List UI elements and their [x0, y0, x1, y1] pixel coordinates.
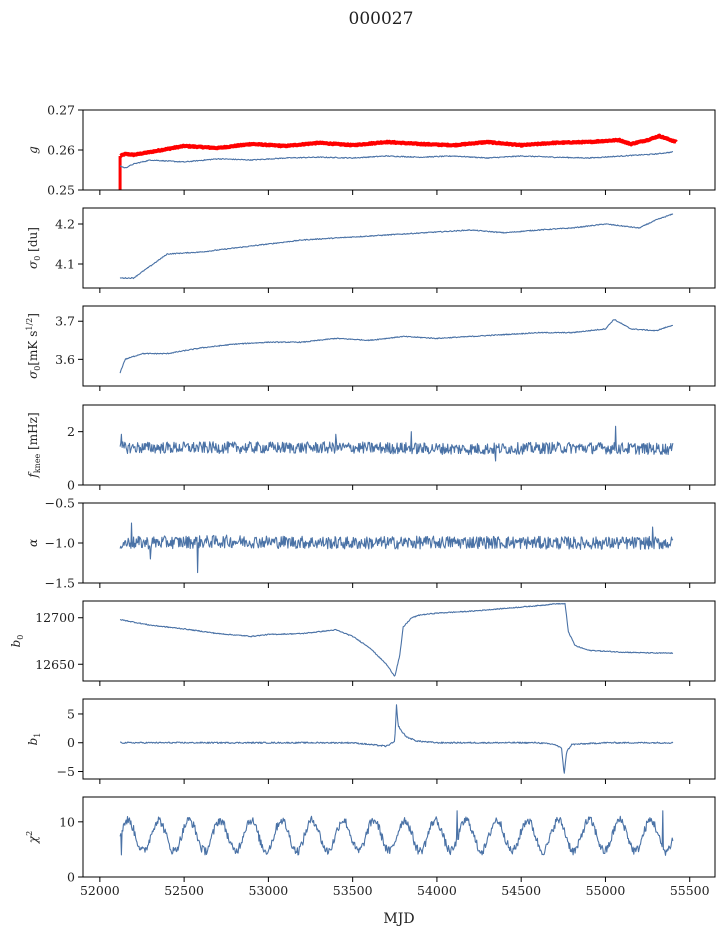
panel-7-plot-area	[119, 810, 674, 856]
panel-1-ylabel: σ0 [du]	[26, 227, 42, 269]
panel-7-ytick-label-0: 0	[67, 870, 75, 885]
panel-2-frame	[82, 305, 716, 387]
panel-1-ytick-label-1: 4.2	[55, 217, 75, 232]
panel-7-frame	[82, 796, 716, 878]
panel-3: 0 2 fknee [mHz]	[26, 404, 716, 493]
panel-5-ytick-label-0: 12650	[35, 657, 75, 672]
panel-3-frame	[82, 404, 716, 486]
panel-2-ylabel: σ0[mK s1/2]	[25, 313, 42, 379]
panel-5: 12650 12700 b0	[9, 600, 716, 686]
panel-6-plot-area	[120, 704, 674, 774]
panels: 0.25 0.26 0.27 g 4.1 4.2 σ0 [du] 3.6 3.7 σ0[mK s1…	[9, 103, 716, 898]
panel-3-ytick-label-1: 2	[67, 424, 75, 439]
panel-5-ytick-label-1: 12700	[35, 610, 75, 625]
panel-4-ytick-label-0: −1.5	[45, 576, 75, 591]
panel-5-ylabel: b0	[9, 635, 25, 648]
panel-5-series-0	[119, 602, 674, 677]
xtick-label-1: 52500	[164, 883, 204, 898]
xtick-label-5: 54500	[501, 883, 541, 898]
panel-6-ylabel: b1	[26, 733, 42, 746]
panel-5-plot-area	[119, 602, 674, 677]
panel-1-frame	[82, 207, 716, 289]
panel-0: 0.25 0.26 0.27 g	[26, 103, 716, 198]
xtick-label-3: 53500	[333, 883, 373, 898]
panel-3-series-0	[119, 425, 674, 462]
panel-3-ytick-label-0: 0	[67, 478, 75, 493]
x-axis-label: MJD	[383, 911, 414, 927]
panel-4: −1.5 −1.0 −0.5 α	[26, 496, 716, 591]
panel-6-ytick-label-0: −5	[57, 764, 75, 779]
panel-6-frame	[82, 698, 716, 780]
panel-1-ytick-label-0: 4.1	[55, 257, 75, 272]
panel-0-ytick-label-2: 0.27	[47, 103, 75, 118]
panel-3-plot-area	[119, 425, 674, 462]
panel-6-ytick-label-1: 0	[67, 735, 75, 750]
panel-6-series-0	[120, 704, 674, 774]
panel-0-ylabel: g	[26, 146, 40, 154]
panel-7-series-0	[119, 810, 674, 856]
panel-1-plot-area	[119, 213, 674, 280]
panel-2-series-0	[119, 319, 673, 374]
xtick-label-4: 54000	[417, 883, 457, 898]
panel-1: 4.1 4.2 σ0 [du]	[26, 207, 716, 293]
panel-0-plot-area	[118, 133, 678, 190]
panel-4-ylabel: α	[26, 539, 40, 547]
xtick-label-2: 53000	[249, 883, 289, 898]
panel-1-series-0	[119, 213, 674, 280]
panel-6: −5 0 5 b1	[26, 698, 716, 784]
panel-2-ytick-label-1: 3.7	[55, 314, 75, 329]
panel-5-frame	[82, 600, 716, 682]
panel-0-ytick-label-0: 0.25	[47, 183, 75, 198]
panel-4-ytick-label-1: −1.0	[45, 536, 75, 551]
panel-0-ytick-label-1: 0.26	[47, 143, 75, 158]
xtick-label-7: 55500	[670, 883, 710, 898]
panel-4-series-0	[119, 522, 674, 574]
figure-title: 000027	[349, 9, 414, 29]
panel-7-ylabel: χ2	[25, 831, 40, 844]
panel-6-ytick-label-2: 5	[67, 706, 75, 721]
panel-0-frame	[82, 109, 716, 191]
panel-0-series-1	[119, 151, 673, 169]
xtick-label-6: 55000	[586, 883, 626, 898]
panel-2-ytick-label-0: 3.6	[55, 352, 75, 367]
panel-4-ytick-label-2: −0.5	[45, 496, 75, 511]
xtick-label-0: 52000	[80, 883, 120, 898]
panel-0-series-0	[118, 133, 678, 158]
panel-7-ytick-label-1: 10	[59, 814, 75, 829]
panel-2: 3.6 3.7 σ0[mK s1/2]	[25, 305, 716, 391]
panel-3-ylabel: fknee [mHz]	[26, 412, 42, 478]
panel-7: 0 10 52000 52500 53000 53500 54000 54500 55000 55…	[25, 796, 716, 898]
panel-4-plot-area	[119, 522, 674, 574]
panel-2-plot-area	[119, 319, 673, 374]
